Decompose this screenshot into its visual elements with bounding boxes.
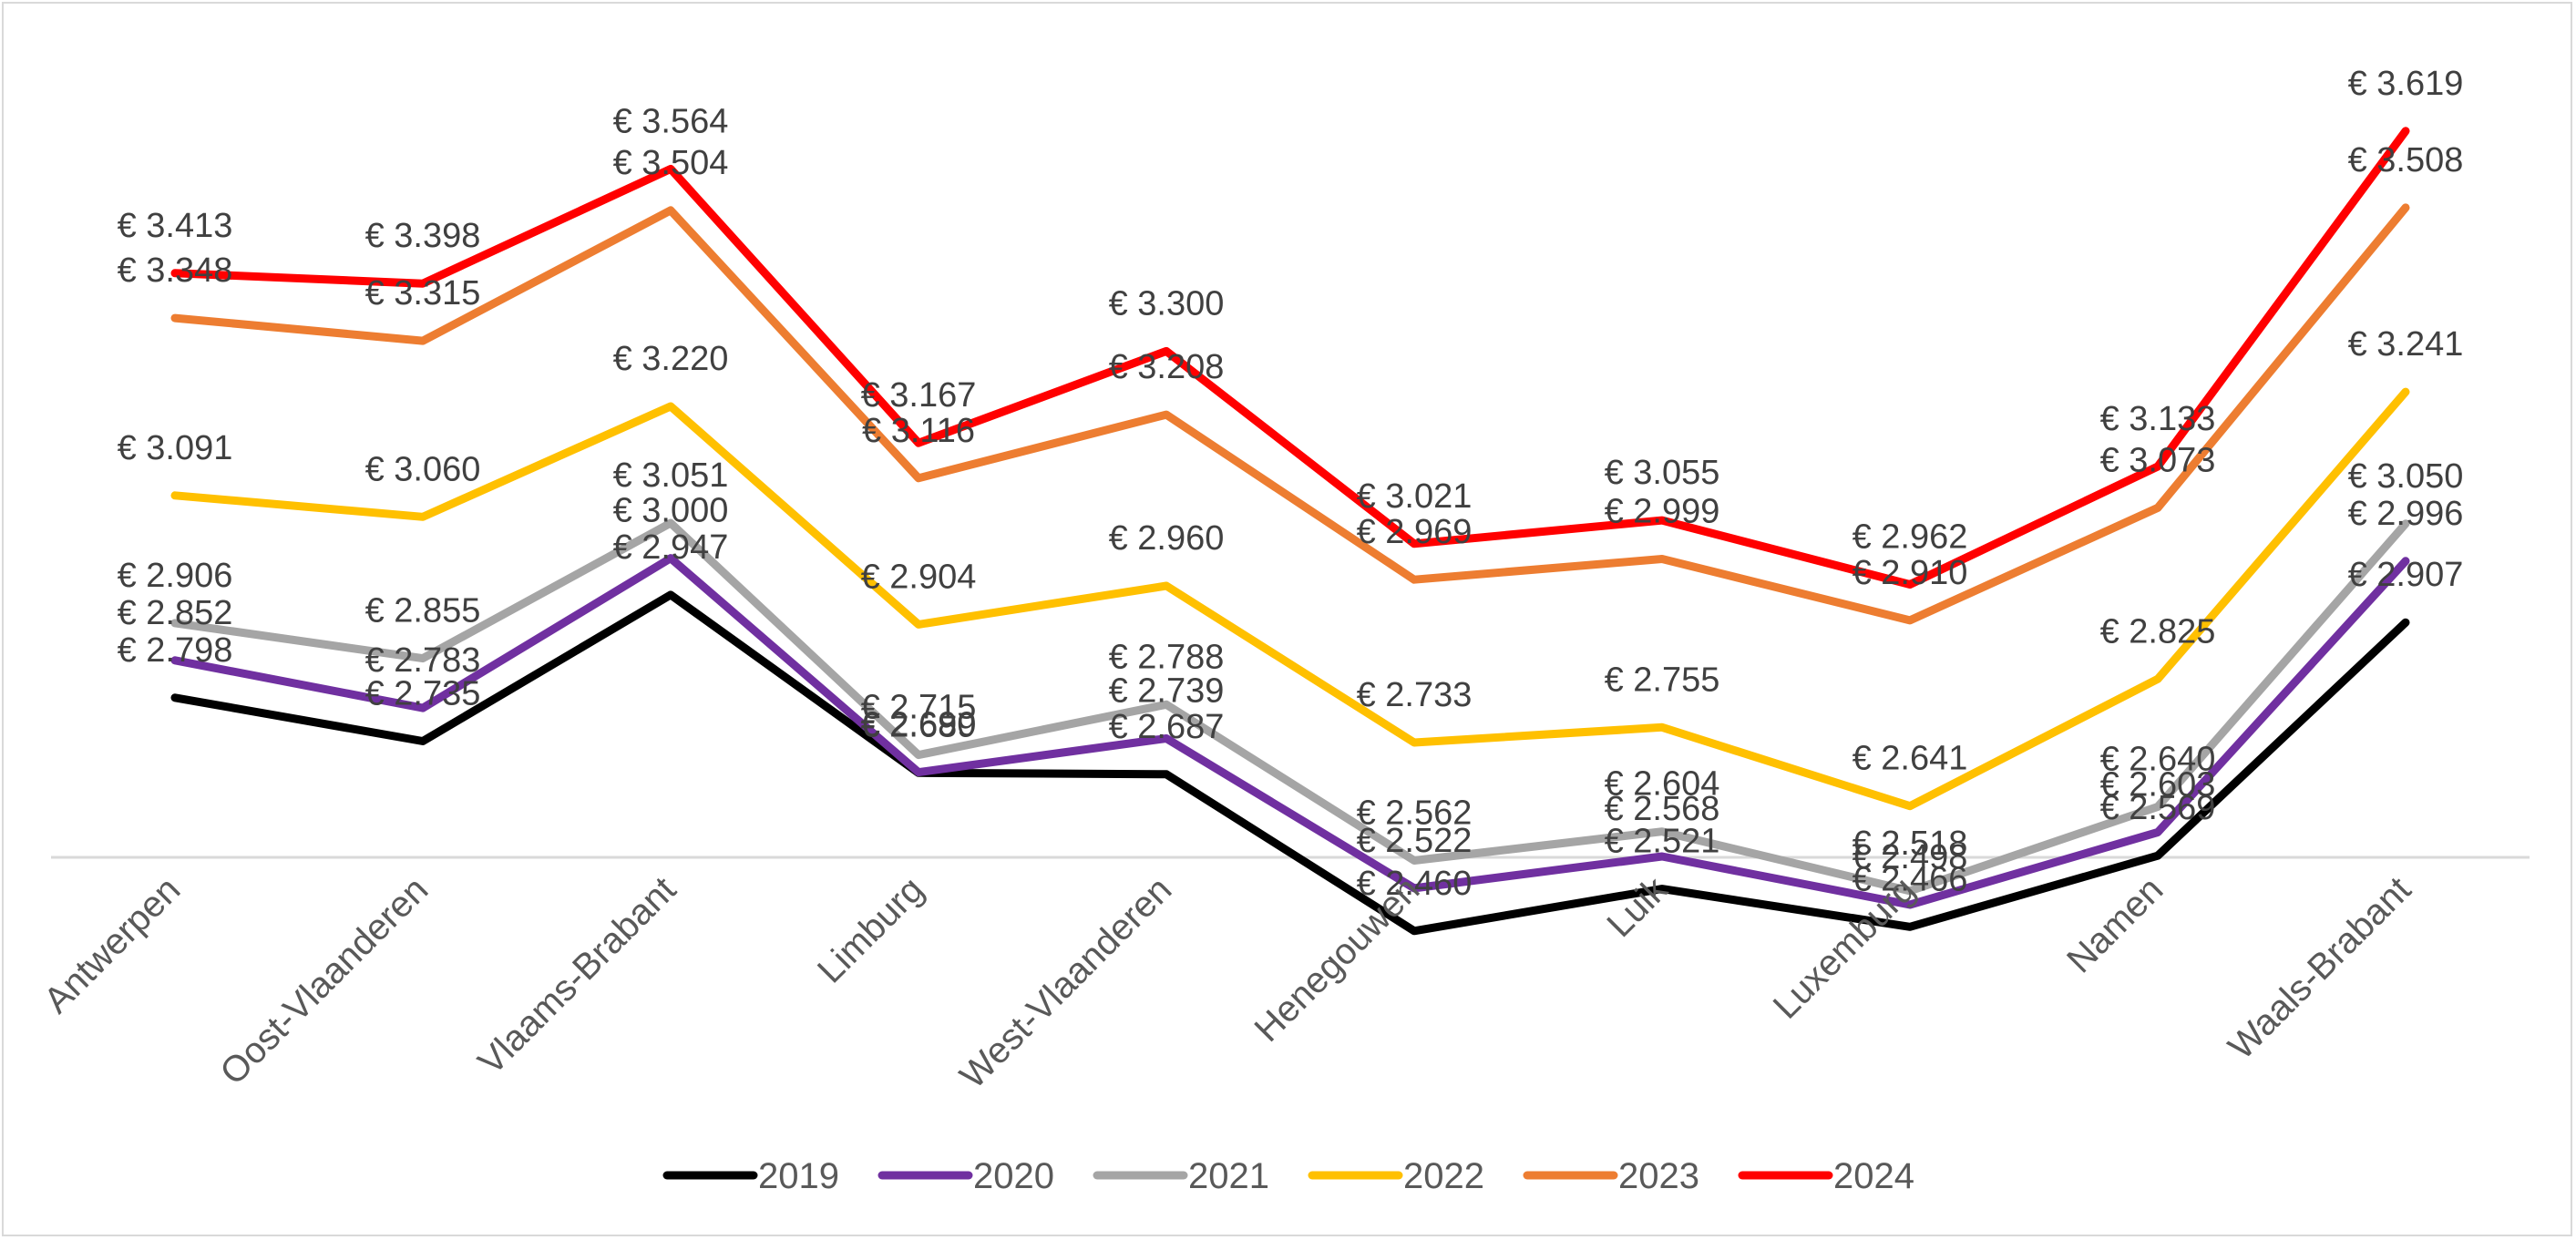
x-tick-label-2: Vlaams-Brabant bbox=[470, 869, 683, 1082]
data-label-2024-1: € 3.398 bbox=[365, 217, 481, 255]
data-label-2021-4: € 2.788 bbox=[1109, 638, 1225, 676]
data-label-2022-2: € 3.220 bbox=[613, 340, 729, 378]
data-label-2022-3: € 2.904 bbox=[861, 558, 977, 596]
data-label-2023-6: € 2.999 bbox=[1605, 493, 1720, 531]
data-label-2024-0: € 3.413 bbox=[118, 207, 233, 245]
data-label-2021-8: € 2.640 bbox=[2100, 741, 2216, 779]
data-label-2020-0: € 2.852 bbox=[118, 594, 233, 632]
data-label-2019-3: € 2.689 bbox=[861, 706, 977, 744]
data-label-2019-7: € 2.466 bbox=[1852, 860, 1968, 898]
data-label-2020-4: € 2.739 bbox=[1109, 672, 1225, 711]
x-tick-label-9: Waals-Brabant bbox=[2221, 869, 2418, 1067]
data-label-2024-2: € 3.564 bbox=[613, 102, 729, 140]
series-line-2024 bbox=[170, 127, 2410, 589]
series-line-2022 bbox=[170, 387, 2410, 811]
legend: 2019 2020 2021 2022 2023 2024 bbox=[662, 1156, 1914, 1196]
x-tick-label-3: Limburg bbox=[810, 869, 931, 990]
legend-label-2019: 2019 bbox=[758, 1156, 839, 1196]
x-tick-label-8: Namen bbox=[2059, 869, 2171, 980]
data-label-2019-5: € 2.460 bbox=[1357, 865, 1473, 903]
data-label-2023-2: € 3.504 bbox=[613, 144, 729, 182]
legend-label-2024: 2024 bbox=[1833, 1156, 1914, 1196]
data-label-2022-4: € 2.960 bbox=[1109, 519, 1225, 558]
data-label-2023-3: € 3.116 bbox=[862, 412, 975, 450]
data-label-2019-1: € 2.735 bbox=[365, 675, 481, 713]
data-label-2022-8: € 2.825 bbox=[2100, 612, 2216, 651]
data-label-2019-0: € 2.798 bbox=[118, 631, 233, 670]
data-label-2022-6: € 2.755 bbox=[1605, 661, 1720, 699]
data-label-2023-5: € 2.969 bbox=[1357, 513, 1473, 551]
data-label-2021-6: € 2.604 bbox=[1605, 765, 1720, 804]
data-label-2019-9: € 2.907 bbox=[2348, 556, 2464, 594]
line-chart: € 2.798 € 2.735 € 2.947 € 2.689 € 2.687 € 2.4… bbox=[36, 65, 2530, 1196]
data-label-2023-7: € 2.910 bbox=[1852, 554, 1968, 592]
data-label-2022-0: € 3.091 bbox=[118, 429, 233, 467]
data-label-2020-8: € 2.603 bbox=[2100, 766, 2216, 804]
data-label-2021-1: € 2.855 bbox=[365, 592, 481, 630]
data-label-2022-5: € 2.733 bbox=[1357, 676, 1473, 714]
series-line-2023 bbox=[170, 203, 2410, 625]
x-tick-label-6: Luik bbox=[1599, 869, 1676, 946]
data-label-2019-8: € 2.569 bbox=[2100, 789, 2216, 827]
data-label-2024-4: € 3.300 bbox=[1109, 284, 1225, 323]
series-line-2019 bbox=[170, 590, 2410, 936]
data-label-2022-7: € 2.641 bbox=[1852, 740, 1968, 778]
data-label-2024-8: € 3.133 bbox=[2100, 400, 2216, 438]
data-label-2020-9: € 2.996 bbox=[2348, 495, 2464, 533]
series-line-2020 bbox=[170, 554, 2410, 909]
data-label-2023-8: € 3.073 bbox=[2100, 441, 2216, 479]
data-label-2021-9: € 3.050 bbox=[2348, 457, 2464, 496]
data-labels-layer: € 2.798 € 2.735 € 2.947 € 2.689 € 2.687 € 2.4… bbox=[118, 65, 2464, 903]
data-label-2021-5: € 2.562 bbox=[1357, 794, 1473, 833]
data-label-2020-6: € 2.568 bbox=[1605, 790, 1720, 828]
data-label-2020-5: € 2.522 bbox=[1357, 822, 1473, 860]
data-label-2024-3: € 3.167 bbox=[861, 376, 977, 415]
data-label-2021-0: € 2.906 bbox=[118, 557, 233, 595]
legend-label-2023: 2023 bbox=[1618, 1156, 1699, 1196]
x-axis-ticks: Antwerpen Oost-Vlaanderen Vlaams-Brabant Li… bbox=[36, 869, 2418, 1097]
data-label-2024-9: € 3.619 bbox=[2348, 65, 2464, 103]
series-line-2021 bbox=[170, 518, 2410, 896]
legend-label-2021: 2021 bbox=[1188, 1156, 1269, 1196]
data-label-2020-2: € 3.000 bbox=[613, 492, 729, 530]
data-label-2021-7: € 2.518 bbox=[1852, 825, 1968, 863]
data-label-2021-3: € 2.715 bbox=[861, 689, 977, 727]
data-label-2023-4: € 3.208 bbox=[1109, 348, 1225, 386]
x-tick-label-5: Henegouwen bbox=[1247, 869, 1428, 1050]
data-label-2024-5: € 3.021 bbox=[1357, 477, 1473, 516]
x-tick-label-1: Oost-Vlaanderen bbox=[212, 869, 436, 1092]
x-tick-label-0: Antwerpen bbox=[36, 869, 188, 1020]
data-label-2019-2: € 2.947 bbox=[613, 528, 729, 567]
data-label-2019-4: € 2.687 bbox=[1109, 708, 1225, 746]
legend-label-2020: 2020 bbox=[973, 1156, 1054, 1196]
data-label-2019-6: € 2.521 bbox=[1605, 823, 1720, 861]
data-label-2020-1: € 2.783 bbox=[365, 641, 481, 680]
data-label-2023-1: € 3.315 bbox=[365, 274, 481, 313]
data-label-2020-7: € 2.498 bbox=[1852, 838, 1968, 876]
data-label-2024-7: € 2.962 bbox=[1852, 518, 1968, 557]
series-layer bbox=[170, 127, 2410, 936]
data-label-2023-0: € 3.348 bbox=[118, 251, 233, 290]
data-label-2023-9: € 3.508 bbox=[2348, 141, 2464, 179]
data-label-2022-9: € 3.241 bbox=[2348, 325, 2464, 364]
data-label-2021-2: € 3.051 bbox=[613, 456, 729, 495]
x-tick-label-4: West-Vlaanderen bbox=[952, 869, 1179, 1096]
data-label-2024-6: € 3.055 bbox=[1605, 454, 1720, 492]
data-label-2020-3: € 2.690 bbox=[861, 706, 977, 744]
legend-label-2022: 2022 bbox=[1403, 1156, 1484, 1196]
data-label-2022-1: € 3.060 bbox=[365, 450, 481, 488]
